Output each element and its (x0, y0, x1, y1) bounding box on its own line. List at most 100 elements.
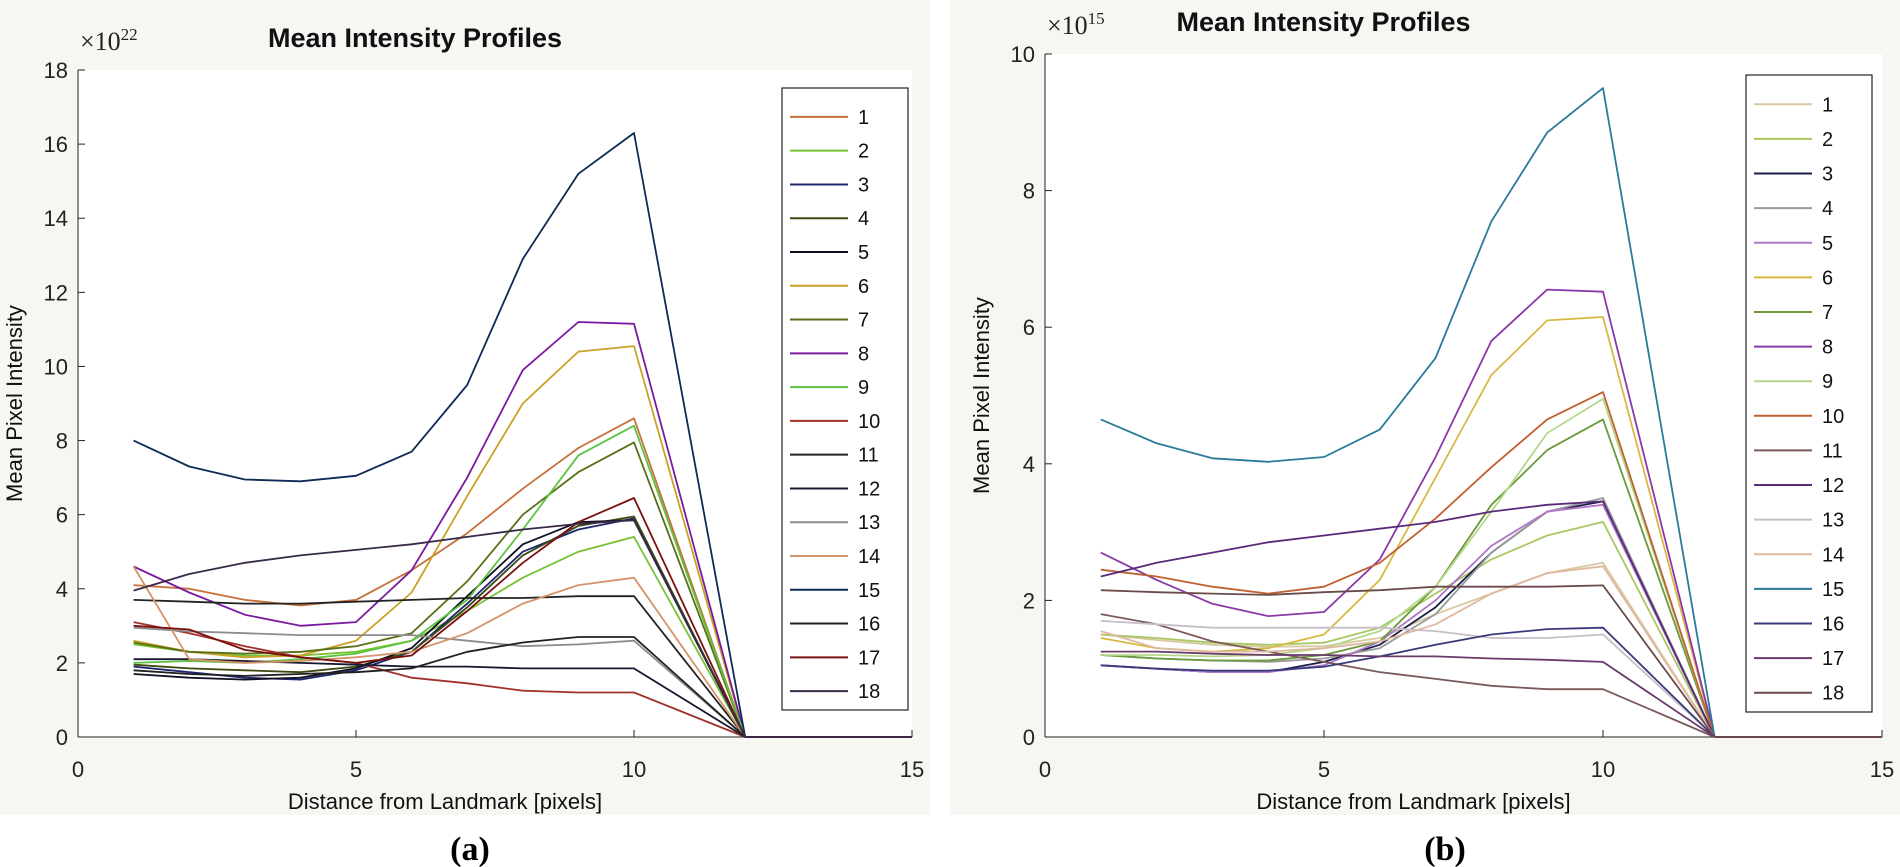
series-line-12 (1100, 500, 1882, 738)
series-line-1 (133, 417, 912, 738)
legend-label-3: 3 (858, 174, 869, 196)
series-line-17 (133, 497, 912, 738)
y-tick-label: 0 (1023, 725, 1035, 750)
y-tick-label: 10 (1011, 42, 1035, 67)
series-line-5 (1100, 503, 1882, 738)
legend-label-18: 18 (1822, 683, 1844, 705)
legend-label-10: 10 (858, 411, 880, 433)
legend-label-11: 11 (1822, 440, 1843, 462)
series-line-16 (133, 636, 912, 738)
y-tick-label: 8 (1023, 179, 1035, 204)
legend-label-16: 16 (858, 614, 880, 636)
y-tick-label: 4 (1023, 452, 1035, 477)
legend-label-4: 4 (858, 208, 869, 230)
x-axis-title: Distance from Landmark [pixels] (1256, 789, 1570, 814)
y-axis-title: Mean Pixel Intensity (969, 297, 994, 494)
series-line-13 (1100, 620, 1882, 738)
y-tick-label: 2 (56, 651, 68, 676)
series-line-17 (1100, 650, 1882, 738)
plot-area (1045, 54, 1882, 737)
chart-title: Mean Intensity Profiles (268, 23, 562, 53)
legend-label-1: 1 (858, 107, 869, 129)
legend-label-15: 15 (1822, 579, 1844, 601)
y-tick-label: 6 (1023, 315, 1035, 340)
series-line-18 (133, 519, 912, 738)
y-tick-label: 4 (56, 577, 68, 602)
legend-label-9: 9 (1822, 371, 1833, 393)
plot-area (78, 70, 912, 737)
exponent-power: 15 (1088, 9, 1105, 28)
legend-label-7: 7 (858, 310, 869, 332)
legend-label-6: 6 (858, 276, 869, 298)
legend-label-2: 2 (858, 141, 869, 163)
series-line-8 (133, 321, 912, 738)
series-line-10 (1100, 391, 1882, 738)
y-tick-label: 2 (1023, 588, 1035, 613)
legend-label-12: 12 (858, 478, 880, 500)
series-line-8 (1100, 288, 1882, 738)
y-exponent-label: ×1015 (1047, 9, 1105, 40)
legend-label-17: 17 (1822, 648, 1844, 670)
series-line-11 (133, 595, 912, 738)
legend-label-14: 14 (1822, 544, 1844, 566)
series-line-9 (1100, 397, 1882, 738)
legend-label-16: 16 (1822, 613, 1844, 635)
x-tick-label: 5 (350, 757, 362, 782)
series-line-6 (133, 345, 912, 738)
y-tick-label: 14 (44, 206, 68, 231)
legend-label-9: 9 (858, 377, 869, 399)
legend-label-6: 6 (1822, 267, 1833, 289)
series-line-11 (1100, 613, 1882, 738)
series-line-2 (1100, 521, 1882, 738)
x-tick-label: 15 (900, 757, 924, 782)
y-tick-label: 8 (56, 429, 68, 454)
x-tick-label: 0 (72, 757, 84, 782)
legend-label-1: 1 (1822, 94, 1833, 116)
y-exponent-label: ×1022 (80, 25, 138, 56)
x-tick-label: 10 (622, 757, 646, 782)
panel-label: (a) (450, 831, 490, 867)
legend-label-15: 15 (858, 580, 880, 602)
legend-label-5: 5 (858, 242, 869, 264)
legend-label-13: 13 (1822, 510, 1844, 532)
legend-box (781, 87, 909, 711)
exponent-power: 22 (121, 25, 138, 44)
y-tick-label: 0 (56, 725, 68, 750)
x-tick-label: 15 (1870, 757, 1894, 782)
series-line-14 (132, 566, 912, 738)
y-tick-label: 10 (44, 354, 68, 379)
x-tick-label: 0 (1039, 757, 1051, 782)
y-tick-label: 6 (56, 503, 68, 528)
x-axis-title: Distance from Landmark [pixels] (288, 789, 602, 814)
y-tick-label: 12 (44, 280, 68, 305)
series-line-13 (133, 626, 912, 738)
legend-label-5: 5 (1822, 233, 1833, 255)
exponent-base: ×10 (1047, 11, 1088, 40)
legend-label-18: 18 (858, 681, 880, 703)
legend-box (1745, 74, 1873, 713)
legend-label-13: 13 (858, 512, 880, 534)
series-line-4 (133, 515, 912, 738)
series-line-2 (133, 536, 912, 738)
series-line-12 (133, 658, 912, 738)
y-axis-title: Mean Pixel Intensity (2, 305, 27, 502)
legend-label-12: 12 (1822, 475, 1844, 497)
series-line-7 (133, 441, 912, 738)
series-line-7 (1100, 418, 1882, 738)
series-line-14 (1100, 565, 1882, 738)
series-line-18 (1100, 584, 1882, 738)
panel-label: (b) (1424, 831, 1466, 867)
exponent-base: ×10 (80, 27, 121, 56)
legend-label-7: 7 (1822, 302, 1833, 324)
legend-label-2: 2 (1822, 129, 1833, 151)
x-tick-label: 5 (1318, 757, 1330, 782)
series-line-15 (1100, 87, 1882, 738)
chart-title: Mean Intensity Profiles (1176, 7, 1470, 37)
series-line-16 (1100, 626, 1882, 738)
legend-label-10: 10 (1822, 406, 1844, 428)
